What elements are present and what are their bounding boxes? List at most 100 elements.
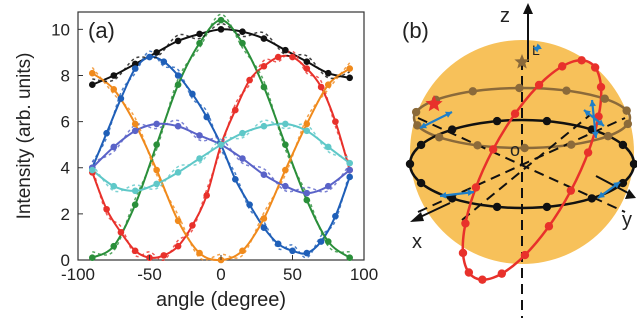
arrowhead [592,131,599,138]
data-point [260,83,268,91]
latitude-point [413,121,422,130]
data-point [346,254,354,261]
latitude-points [411,83,633,153]
x-axis-label-b: x [412,231,422,253]
dashed-curve-4 [91,62,351,261]
great-circle-point [488,145,498,154]
arrowhead [597,119,604,126]
y-tick-label: 10 [51,20,70,39]
equator-point [492,116,502,126]
data-point [324,69,332,77]
data-point [239,39,246,47]
latitude-point [600,94,609,103]
data-point [153,166,160,174]
data-point [289,247,296,255]
data-point [110,86,118,93]
latitude-point [435,133,444,142]
data-point [196,30,203,38]
data-point [303,127,311,135]
polarization-arrow [590,99,598,139]
equator-point [618,140,628,150]
data-point [174,72,182,79]
panel-b-label: (b) [402,18,429,43]
data-point [131,247,139,255]
dashed-curve-0 [92,22,350,83]
data-point [260,62,268,70]
great-circle-points [458,56,606,284]
y-tick-label: 4 [61,159,70,178]
equator-point [542,116,552,126]
data-point [239,155,246,162]
data-point [110,72,118,79]
data-point [317,83,325,91]
great-circle-point [464,268,474,277]
data-point [89,254,96,261]
z-arrowhead [523,3,533,14]
great-circle-point [557,62,567,71]
equator-point [618,178,628,188]
z-axis-label: z [500,5,510,27]
data-point [260,35,268,42]
data-point [160,58,168,65]
data-points [89,16,354,264]
x-tick-label: -100 [61,265,95,284]
great-circle-point [590,63,600,72]
y-axis-arrow [595,175,631,195]
latitude-point [603,131,613,141]
arrowhead [584,110,591,117]
data-point [324,182,332,190]
equator-point [629,159,637,169]
x-arrowhead [410,212,424,222]
data-point [232,175,239,183]
data-point [260,171,268,178]
great-circle-point [566,186,576,195]
equator-point [542,202,552,212]
dashed-curve-5 [91,119,351,193]
data-point [303,58,311,65]
diag-line-3 [461,114,591,221]
arrowhead [440,191,447,199]
data-point [117,95,125,102]
data-point [153,49,160,56]
polarization-arrows [419,43,621,199]
data-point [303,196,311,204]
great-circle-point [510,109,520,118]
dashed-curves [91,13,351,261]
data-point [131,65,139,72]
data-point [239,28,246,35]
latitude-point [473,141,482,150]
equator-point [587,194,597,203]
data-point [239,247,246,255]
data-point [110,242,118,250]
data-point [153,141,160,148]
data-point [346,159,354,167]
data-point [89,166,96,174]
dashed-curve-1 [91,50,351,261]
latitude-point [411,107,421,117]
x-tick-label: 50 [283,265,302,284]
y-tick-label: 0 [61,251,70,270]
data-point [246,76,253,84]
data-point [246,201,253,208]
x-tick-label: -50 [137,265,162,284]
dashed-curve-6 [91,119,350,193]
data-point [217,141,225,148]
latitude-point [623,119,633,129]
data-point [303,189,311,197]
data-point [260,224,268,232]
data-point [282,141,289,148]
fit-curve-4 [91,67,351,262]
arrowhead [598,191,605,198]
bloch-sphere [410,40,634,264]
data-point [174,81,182,89]
data-point [217,16,225,24]
y-axis-label: Intensity (arb. units) [14,53,35,220]
data-point [160,252,168,259]
origin-label: o [510,140,520,160]
data-point [317,238,325,245]
x-tick-label: 0 [216,265,225,284]
data-point [303,120,311,128]
data-point [196,39,203,47]
arrowhead [589,100,596,107]
